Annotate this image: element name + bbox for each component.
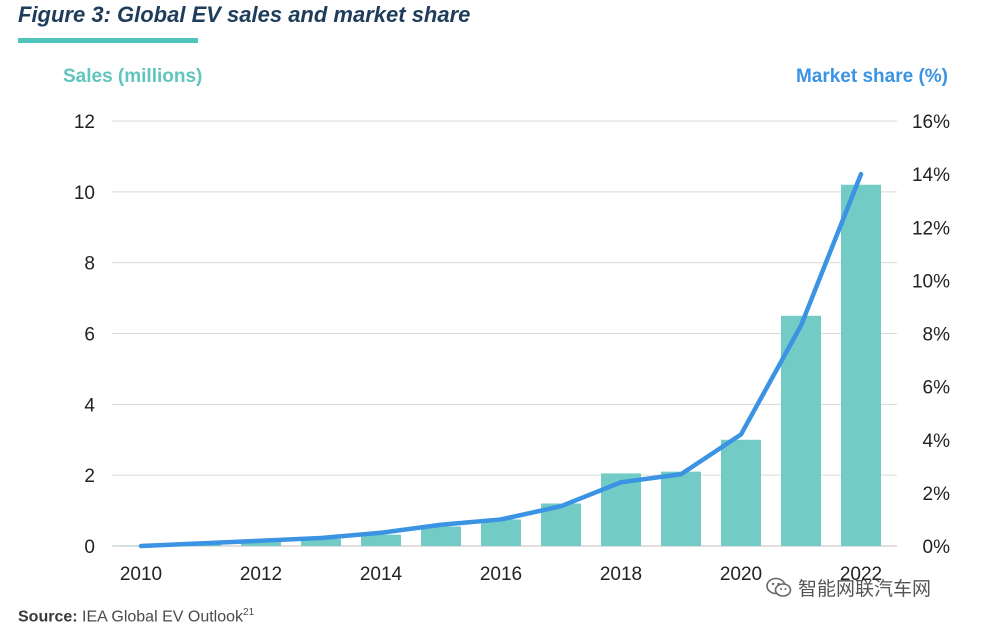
right-y-tick-label: 0% xyxy=(923,537,951,558)
left-y-tick-label: 12 xyxy=(74,112,95,133)
right-y-tick-label: 4% xyxy=(923,431,951,452)
right-y-tick-label: 14% xyxy=(912,165,950,186)
left-y-tick-label: 6 xyxy=(84,325,95,346)
x-tick-label: 2010 xyxy=(120,564,162,585)
left-y-tick-label: 8 xyxy=(84,254,95,275)
x-tick-label: 2020 xyxy=(720,564,762,585)
right-y-tick-label: 8% xyxy=(923,325,951,346)
figure-title: Figure 3: Global EV sales and market sha… xyxy=(18,2,471,27)
x-tick-labels: 2010 2012 2014 2016 2018 2020 2022 xyxy=(120,564,882,585)
right-y-tick-label: 2% xyxy=(923,484,951,505)
right-y-tick-label: 12% xyxy=(912,218,950,239)
right-y-tick-label: 6% xyxy=(923,378,951,399)
source-label: Source: xyxy=(18,608,78,626)
left-y-tick-label: 4 xyxy=(84,395,95,416)
sales-bar xyxy=(421,526,461,546)
sales-bar xyxy=(841,184,881,546)
watermark-text: 智能网联汽车网 xyxy=(798,579,932,600)
watermark: 智能网联汽车网 xyxy=(766,574,931,601)
market-share-polyline xyxy=(138,171,864,549)
sales-bar xyxy=(241,541,281,546)
market-share-line xyxy=(138,171,864,549)
x-tick-label: 2012 xyxy=(240,564,282,585)
left-axis-title: Sales (millions) xyxy=(63,66,203,87)
x-tick-label: 2022 xyxy=(840,564,882,585)
left-y-tick-label: 0 xyxy=(84,537,95,558)
left-y-tick-label: 10 xyxy=(74,183,95,204)
source-note: Source: IEA Global EV Outlook21 xyxy=(18,607,254,626)
left-y-tick-label: 2 xyxy=(84,466,95,487)
source-ref: 21 xyxy=(243,607,255,618)
x-tick-label: 2018 xyxy=(600,564,642,585)
wechat-icon xyxy=(766,577,792,597)
sales-bar xyxy=(481,519,521,546)
sales-bar xyxy=(661,471,701,546)
grid-lines xyxy=(112,120,897,547)
sales-bar xyxy=(361,534,401,546)
sales-bar xyxy=(721,439,761,546)
left-y-tick-labels: 0 2 4 6 8 10 12 xyxy=(74,112,96,558)
x-tick-label: 2014 xyxy=(360,564,403,585)
right-y-tick-label: 16% xyxy=(912,112,950,133)
title-underline xyxy=(18,38,198,43)
x-tick-label: 2016 xyxy=(480,564,522,585)
sales-bars xyxy=(121,184,881,546)
right-axis-title: Market share (%) xyxy=(795,66,948,87)
right-y-tick-label: 10% xyxy=(912,271,950,292)
sales-bar xyxy=(301,538,341,546)
right-y-tick-labels: 0% 2% 4% 6% 8% 10% 12% 14% 16% xyxy=(912,112,950,558)
source-text: IEA Global EV Outlook xyxy=(82,608,244,626)
